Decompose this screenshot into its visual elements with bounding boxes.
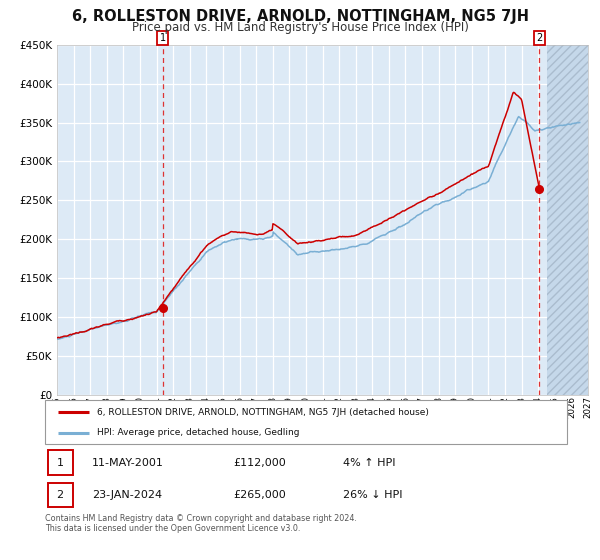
Text: 1: 1 <box>56 458 64 468</box>
FancyBboxPatch shape <box>47 483 73 507</box>
Text: 26% ↓ HPI: 26% ↓ HPI <box>343 490 402 500</box>
Text: £265,000: £265,000 <box>233 490 286 500</box>
Text: Price paid vs. HM Land Registry's House Price Index (HPI): Price paid vs. HM Land Registry's House … <box>131 21 469 34</box>
Text: 6, ROLLESTON DRIVE, ARNOLD, NOTTINGHAM, NG5 7JH: 6, ROLLESTON DRIVE, ARNOLD, NOTTINGHAM, … <box>71 9 529 24</box>
Text: 2: 2 <box>56 490 64 500</box>
Text: 6, ROLLESTON DRIVE, ARNOLD, NOTTINGHAM, NG5 7JH (detached house): 6, ROLLESTON DRIVE, ARNOLD, NOTTINGHAM, … <box>97 408 429 417</box>
Text: Contains HM Land Registry data © Crown copyright and database right 2024.
This d: Contains HM Land Registry data © Crown c… <box>45 514 357 534</box>
Text: 1: 1 <box>160 33 166 43</box>
Text: 4% ↑ HPI: 4% ↑ HPI <box>343 458 395 468</box>
Text: 23-JAN-2024: 23-JAN-2024 <box>92 490 162 500</box>
Text: 2: 2 <box>536 33 542 43</box>
Text: 11-MAY-2001: 11-MAY-2001 <box>92 458 164 468</box>
FancyBboxPatch shape <box>45 400 567 444</box>
Bar <box>547 45 600 395</box>
Text: £112,000: £112,000 <box>233 458 286 468</box>
Text: HPI: Average price, detached house, Gedling: HPI: Average price, detached house, Gedl… <box>97 428 300 437</box>
FancyBboxPatch shape <box>47 450 73 475</box>
